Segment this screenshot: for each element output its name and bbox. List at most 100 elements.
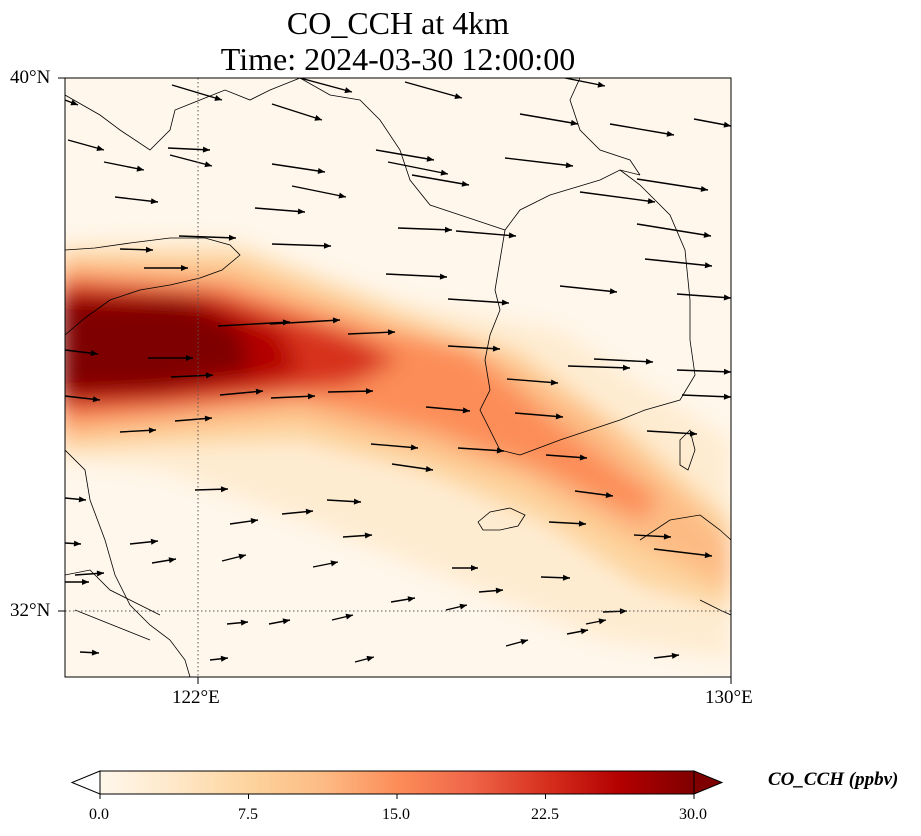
wind-vector-head <box>344 87 352 94</box>
colorbar-tick-label-2: 15.0 <box>382 806 410 823</box>
wind-vector <box>271 243 332 247</box>
wind-vector-head <box>330 560 338 567</box>
wind-vector <box>567 365 631 369</box>
wind-vector-head <box>148 427 156 434</box>
wind-vector <box>271 163 326 173</box>
wind-vector <box>167 147 211 151</box>
wind-vector <box>425 406 471 412</box>
wind-vector <box>514 412 564 418</box>
wind-vector-head <box>622 364 630 371</box>
wind-vector-head <box>345 613 353 620</box>
wind-vector-head <box>136 165 144 172</box>
coastline-jeju-island <box>477 507 526 531</box>
wind-vector-head <box>96 570 104 577</box>
wind-vector <box>559 285 618 293</box>
wind-vector-head <box>663 533 671 540</box>
wind-vector-head <box>700 185 708 192</box>
coastline-korea-east <box>569 78 641 176</box>
wind-vector-head <box>598 618 606 625</box>
lon-tick-label-130: 130°E <box>705 687 753 708</box>
wind-vector <box>219 390 264 396</box>
coastline-korea-south <box>519 169 696 456</box>
wind-vector-head <box>240 619 248 626</box>
wind-vector-head <box>495 587 503 594</box>
wind-vector <box>644 258 713 267</box>
lon-tick-label-122: 122°E <box>172 687 220 708</box>
wind-vector <box>269 319 341 325</box>
wind-vector-head <box>204 161 212 168</box>
wind-vector-head <box>297 208 305 215</box>
wind-vector-head <box>425 466 433 472</box>
wind-vector-head <box>462 407 470 414</box>
wind-vector-head <box>317 167 325 174</box>
lat-tick-label-32: 32°N <box>10 600 51 621</box>
wind-vector <box>455 230 517 237</box>
wind-vector <box>411 174 470 186</box>
coastline-liaodong <box>299 78 641 231</box>
coastline-china-south <box>65 449 191 677</box>
wind-vector-head <box>332 317 340 324</box>
wind-vector-head <box>609 288 617 295</box>
wind-vector <box>387 161 449 175</box>
wind-vector <box>327 390 374 393</box>
wind-vector-head <box>562 574 570 581</box>
wind-vector <box>646 430 698 435</box>
wind-vector-head <box>145 246 153 253</box>
coastline-china <box>65 237 241 336</box>
wind-vector-head <box>282 618 290 625</box>
wind-vector-head <box>181 265 188 271</box>
wind-vector-head <box>501 299 509 306</box>
colorbar-extend-high <box>693 770 724 795</box>
wind-vector-head <box>90 350 98 357</box>
wind-vector <box>506 378 559 384</box>
wind-vector <box>171 84 223 101</box>
wind-vector <box>593 358 654 363</box>
wind-vector-head <box>689 430 697 437</box>
wind-vector-head <box>205 372 213 379</box>
wind-vector-head <box>461 180 469 187</box>
colorbar-title: CO_CCH (ppbv) <box>768 769 899 790</box>
wind-vector <box>676 293 731 299</box>
wind-vector-head <box>73 540 81 547</box>
wind-vector-head <box>150 198 158 205</box>
wind-vector-head <box>365 388 373 395</box>
wind-vector-head <box>220 655 228 662</box>
colorbar-gradient <box>100 771 694 794</box>
wind-vector <box>397 227 453 231</box>
wind-vector-head <box>704 552 712 559</box>
wind-vector <box>347 331 396 335</box>
wind-vector <box>299 78 353 93</box>
coastline-korea-west <box>479 229 521 456</box>
wind-vector-head <box>387 329 395 336</box>
wind-vector-head <box>307 393 315 400</box>
wind-vector-head <box>314 115 322 121</box>
wind-vector-head <box>338 192 346 199</box>
wind-vector <box>375 149 435 161</box>
wind-vector <box>636 178 709 191</box>
wind-vector <box>636 223 712 237</box>
wind-vector-head <box>353 498 361 505</box>
map-frame <box>64 77 732 678</box>
wind-vector-head <box>82 579 89 585</box>
wind-vector <box>270 395 316 399</box>
wind-vector-head <box>168 557 176 564</box>
wind-vector-head <box>645 358 653 365</box>
wind-vector-head <box>366 655 374 662</box>
concentration-level-max <box>65 300 250 392</box>
lat-tick-label-40: 40°N <box>10 67 51 88</box>
wind-vector <box>404 81 463 99</box>
wind-vector-head <box>426 155 434 162</box>
wind-vector <box>385 273 448 278</box>
wind-vector <box>217 321 291 327</box>
colorbar-tick-label-4: 30.0 <box>679 806 707 823</box>
wind-vector-head <box>410 444 418 451</box>
coastlines <box>65 78 731 677</box>
wind-vector-head <box>666 130 674 137</box>
wind-vector <box>457 447 505 452</box>
wind-vector-head <box>250 518 258 524</box>
wind-vector-head <box>440 169 448 176</box>
wind-vector-head <box>439 273 447 280</box>
colorbar-tick-label-1: 7.5 <box>238 806 258 823</box>
coastline-kyushu <box>639 514 731 616</box>
wind-vector-head <box>565 162 573 169</box>
